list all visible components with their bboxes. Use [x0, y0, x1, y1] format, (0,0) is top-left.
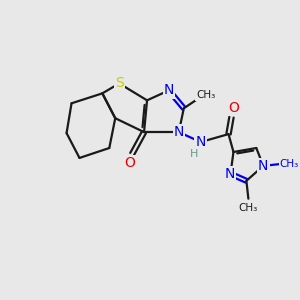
Text: S: S — [115, 76, 124, 90]
Text: O: O — [125, 156, 136, 170]
Text: CH₃: CH₃ — [280, 159, 299, 169]
Text: O: O — [228, 101, 239, 115]
Text: CH₃: CH₃ — [196, 90, 215, 100]
Text: H: H — [190, 149, 198, 159]
Text: N: N — [174, 125, 184, 139]
Text: CH₃: CH₃ — [239, 202, 258, 213]
Text: N: N — [224, 167, 235, 181]
Text: N: N — [258, 159, 268, 173]
Text: N: N — [196, 135, 206, 149]
Text: N: N — [164, 83, 174, 98]
